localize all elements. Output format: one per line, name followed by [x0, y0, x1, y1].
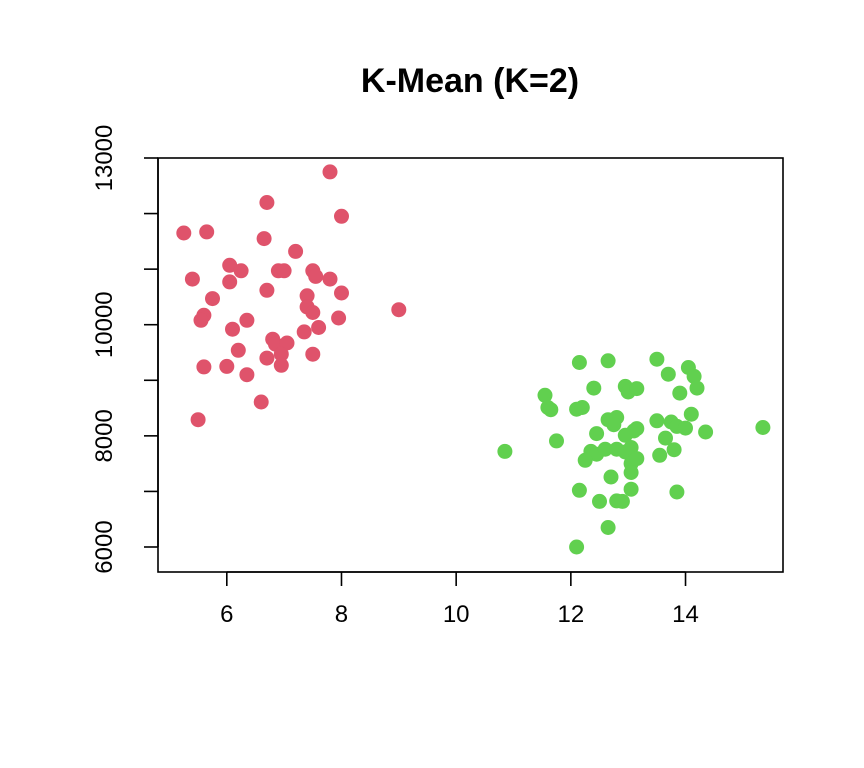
data-point: [184, 271, 200, 287]
data-point: [190, 412, 206, 428]
data-point: [658, 430, 673, 446]
data-point: [629, 451, 645, 467]
data-point: [755, 420, 771, 435]
x-tick-label: 14: [672, 601, 699, 628]
data-point: [672, 385, 688, 401]
data-point: [196, 359, 212, 375]
y-tick-label: 10000: [91, 291, 118, 358]
data-point: [276, 263, 292, 279]
data-point: [222, 257, 238, 273]
data-point: [199, 224, 215, 240]
data-point: [308, 268, 324, 284]
data-point: [669, 484, 685, 500]
data-point: [543, 402, 559, 418]
x-tick-label: 12: [557, 601, 584, 628]
data-point: [589, 426, 605, 442]
data-point: [603, 469, 619, 485]
x-axis: 6 8 10 12 14: [220, 571, 699, 628]
data-point: [256, 231, 272, 247]
data-point: [600, 520, 616, 535]
data-point: [193, 312, 209, 328]
data-point: [176, 225, 192, 241]
data-point: [497, 443, 513, 459]
data-point: [537, 387, 553, 403]
data-point: [311, 320, 327, 335]
data-point: [219, 358, 235, 374]
data-point: [623, 481, 639, 497]
data-point: [296, 324, 312, 340]
data-point: [273, 357, 289, 373]
data-point: [305, 305, 321, 320]
data-point: [678, 420, 693, 436]
data-point: [623, 465, 639, 480]
data-points: [176, 164, 771, 555]
data-point: [334, 285, 349, 301]
chart-title: K-Mean (K=2): [361, 62, 579, 100]
data-point: [571, 482, 587, 498]
data-point: [253, 394, 269, 410]
data-point: [652, 447, 668, 463]
data-point: [334, 208, 349, 224]
data-point: [606, 417, 622, 433]
data-point: [205, 291, 220, 307]
data-point: [686, 368, 702, 384]
data-point: [233, 263, 249, 279]
data-point: [391, 302, 407, 318]
cluster-2-points: [497, 351, 771, 555]
data-point: [660, 366, 676, 382]
data-point: [259, 282, 275, 298]
data-point: [569, 539, 585, 555]
x-tick-label: 8: [335, 601, 348, 628]
x-tick-label: 6: [220, 601, 233, 628]
data-point: [239, 312, 255, 328]
data-point: [600, 353, 616, 369]
data-point: [574, 400, 590, 415]
data-point: [617, 427, 633, 443]
data-point: [698, 424, 714, 440]
data-point: [230, 342, 246, 358]
y-tick-label: 8000: [91, 409, 118, 462]
data-point: [629, 381, 645, 397]
data-point: [666, 442, 682, 458]
data-point: [571, 355, 587, 370]
data-point: [649, 413, 665, 429]
data-point: [259, 350, 275, 366]
data-point: [239, 367, 255, 383]
data-point: [577, 452, 593, 468]
data-point: [629, 421, 645, 437]
data-point: [322, 164, 338, 180]
data-point: [649, 351, 665, 367]
data-point: [222, 274, 238, 290]
data-point: [689, 380, 705, 396]
y-tick-label: 13000: [91, 125, 118, 192]
data-point: [273, 346, 289, 362]
data-point: [592, 493, 607, 509]
data-point: [299, 288, 315, 304]
data-point: [331, 310, 347, 326]
data-point: [586, 380, 602, 396]
data-point: [683, 406, 699, 422]
data-point: [279, 335, 295, 351]
data-point: [288, 243, 304, 259]
data-point: [305, 346, 321, 362]
y-axis: 6000 8000 10000 13000: [91, 125, 159, 574]
data-point: [225, 321, 240, 337]
x-tick-label: 10: [443, 601, 470, 628]
data-point: [259, 195, 275, 210]
data-point: [322, 271, 338, 287]
y-tick-label: 6000: [91, 520, 118, 573]
data-point: [549, 433, 564, 449]
data-point: [614, 493, 630, 509]
cluster-1-points: [176, 164, 407, 428]
data-point: [623, 440, 639, 455]
data-point: [597, 441, 613, 457]
